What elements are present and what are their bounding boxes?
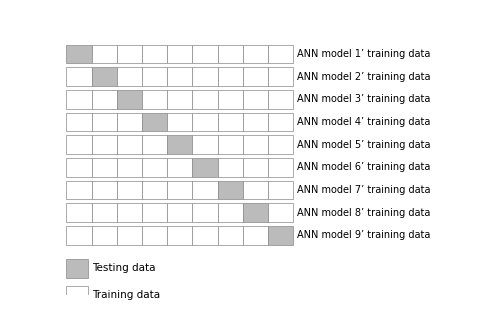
Bar — [66, 45, 92, 64]
Bar — [218, 90, 242, 109]
Bar — [192, 181, 218, 199]
Bar — [66, 259, 87, 278]
Bar — [92, 204, 117, 222]
Bar — [117, 113, 142, 131]
Bar — [66, 135, 92, 154]
Bar — [66, 181, 92, 199]
Bar — [268, 204, 293, 222]
Bar — [167, 45, 192, 64]
Bar — [167, 113, 192, 131]
Bar — [218, 135, 242, 154]
Bar — [268, 90, 293, 109]
Bar — [218, 181, 242, 199]
Bar — [218, 68, 242, 86]
Bar — [66, 90, 92, 109]
Bar — [167, 135, 192, 154]
Bar — [242, 68, 268, 86]
Text: Testing data: Testing data — [92, 263, 155, 273]
Bar — [218, 45, 242, 64]
Bar — [192, 68, 218, 86]
Bar — [242, 226, 268, 245]
Bar — [268, 68, 293, 86]
Bar — [242, 90, 268, 109]
Text: ANN model 1’ training data: ANN model 1’ training data — [297, 49, 430, 59]
Bar — [117, 45, 142, 64]
Bar — [117, 90, 142, 109]
Bar — [142, 90, 167, 109]
Bar — [92, 113, 117, 131]
Bar — [218, 158, 242, 177]
Bar — [117, 158, 142, 177]
Bar — [117, 68, 142, 86]
Bar — [92, 158, 117, 177]
Bar — [192, 135, 218, 154]
Bar — [167, 158, 192, 177]
Bar — [142, 113, 167, 131]
Bar — [268, 158, 293, 177]
Bar — [242, 45, 268, 64]
Text: Training data: Training data — [92, 290, 160, 300]
Bar — [268, 113, 293, 131]
Bar — [142, 45, 167, 64]
Text: ANN model 2’ training data: ANN model 2’ training data — [297, 72, 430, 82]
Bar — [66, 226, 92, 245]
Text: ANN model 7’ training data: ANN model 7’ training data — [297, 185, 430, 195]
Bar — [142, 204, 167, 222]
Bar — [66, 68, 92, 86]
Bar — [92, 45, 117, 64]
Bar — [218, 204, 242, 222]
Bar — [142, 158, 167, 177]
Bar — [167, 68, 192, 86]
Bar — [117, 181, 142, 199]
Text: ANN model 8’ training data: ANN model 8’ training data — [297, 208, 430, 218]
Bar — [92, 68, 117, 86]
Bar — [192, 45, 218, 64]
Bar — [117, 204, 142, 222]
Text: ANN model 6’ training data: ANN model 6’ training data — [297, 163, 430, 172]
Text: ANN model 3’ training data: ANN model 3’ training data — [297, 94, 430, 104]
Bar — [142, 181, 167, 199]
Text: ANN model 5’ training data: ANN model 5’ training data — [297, 140, 430, 150]
Bar — [192, 226, 218, 245]
Bar — [192, 113, 218, 131]
Bar — [268, 45, 293, 64]
Bar — [268, 135, 293, 154]
Bar — [66, 286, 87, 305]
Bar — [92, 226, 117, 245]
Bar — [167, 226, 192, 245]
Bar — [167, 204, 192, 222]
Bar — [66, 158, 92, 177]
Bar — [242, 113, 268, 131]
Bar — [192, 90, 218, 109]
Bar — [92, 135, 117, 154]
Bar — [218, 113, 242, 131]
Bar — [142, 135, 167, 154]
Text: ANN model 9’ training data: ANN model 9’ training data — [297, 230, 430, 240]
Bar — [242, 204, 268, 222]
Bar — [117, 135, 142, 154]
Bar — [268, 226, 293, 245]
Bar — [92, 181, 117, 199]
Bar — [142, 68, 167, 86]
Bar — [92, 90, 117, 109]
Bar — [167, 90, 192, 109]
Bar — [167, 181, 192, 199]
Bar — [218, 226, 242, 245]
Bar — [192, 158, 218, 177]
Bar — [117, 226, 142, 245]
Bar — [66, 204, 92, 222]
Bar — [242, 135, 268, 154]
Bar — [192, 204, 218, 222]
Bar — [142, 226, 167, 245]
Bar — [242, 158, 268, 177]
Text: ANN model 4’ training data: ANN model 4’ training data — [297, 117, 430, 127]
Bar — [242, 181, 268, 199]
Bar — [66, 113, 92, 131]
Bar — [268, 181, 293, 199]
